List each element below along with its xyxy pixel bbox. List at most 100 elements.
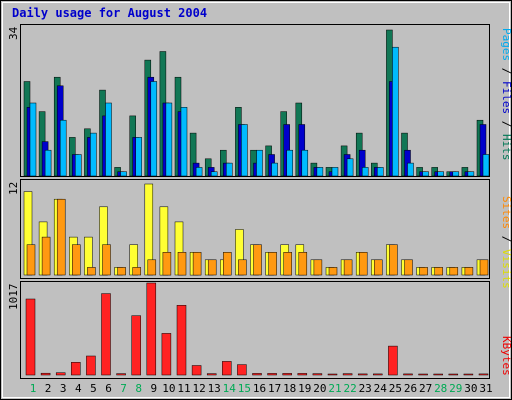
sites-bar-day-23 xyxy=(358,252,368,276)
kbytes-bar-day-10 xyxy=(161,333,172,376)
kbytes-bar-day-24 xyxy=(373,373,383,376)
kbytes-bar-day-11 xyxy=(176,305,187,376)
day-label-30: 30 xyxy=(464,382,477,395)
legend-part-0: Sites xyxy=(500,196,512,229)
day-label-5: 5 xyxy=(90,382,97,395)
day-label-27: 27 xyxy=(419,382,432,395)
kbytes-bar-day-3 xyxy=(55,372,66,376)
pages-bar-day-13 xyxy=(210,171,218,177)
sites-bar-day-17 xyxy=(268,252,277,276)
sites-bar-day-29 xyxy=(449,267,459,276)
chart-title: Daily usage for August 2004 xyxy=(12,6,207,20)
sites-bar-day-26 xyxy=(404,259,413,276)
pages-bar-day-9 xyxy=(150,81,158,177)
legend-part-0: Pages xyxy=(500,28,512,61)
pages-bar-day-29 xyxy=(452,171,460,177)
kbytes-bar-day-29 xyxy=(448,373,459,376)
pages-bar-day-11 xyxy=(180,107,188,177)
sites-bar-day-8 xyxy=(132,267,141,276)
kbytes-bar-day-15 xyxy=(237,364,247,376)
pages-bar-day-18 xyxy=(286,149,293,177)
kbytes-bar-day-16 xyxy=(252,373,262,376)
visits-legend: Sites / Visits xyxy=(500,196,512,289)
pages-bar-day-3 xyxy=(59,119,67,177)
day-label-23: 23 xyxy=(359,382,372,395)
pages-bar-day-7 xyxy=(120,171,127,177)
day-label-24: 24 xyxy=(374,382,388,395)
sites-bar-day-4 xyxy=(72,244,81,276)
sites-bar-day-9 xyxy=(147,259,157,276)
pages-bar-day-17 xyxy=(271,162,278,177)
pages-bar-day-27 xyxy=(422,171,429,177)
legend-part-1: / xyxy=(500,229,512,249)
sites-bar-day-11 xyxy=(177,252,187,276)
day-label-1: 1 xyxy=(30,382,37,395)
sites-bar-day-7 xyxy=(117,267,126,276)
day-label-12: 12 xyxy=(192,382,205,395)
kbytes-bar-day-5 xyxy=(86,355,96,376)
day-label-16: 16 xyxy=(253,382,266,395)
day-label-11: 11 xyxy=(177,382,190,395)
kbytes-bar-day-1 xyxy=(25,298,36,376)
sites-bar-day-22 xyxy=(343,259,353,276)
sites-bar-day-20 xyxy=(313,259,323,276)
pages-bar-day-2 xyxy=(44,149,52,177)
day-label-8: 8 xyxy=(135,382,142,395)
kbytes-bar-day-12 xyxy=(191,365,202,376)
pages-bar-day-30 xyxy=(467,171,475,177)
hits-panel xyxy=(20,24,490,177)
pages-bar-day-16 xyxy=(256,149,263,177)
day-label-17: 17 xyxy=(268,382,281,395)
pages-bar-day-4 xyxy=(75,154,82,177)
kbytes-y-max-label: 1017 xyxy=(7,284,20,311)
kbytes-bar-day-9 xyxy=(146,282,157,376)
pages-bar-day-21 xyxy=(331,167,339,177)
hits-files-pages-bars xyxy=(23,29,490,177)
sites-bar-day-3 xyxy=(56,198,66,276)
kbytes-bar-day-28 xyxy=(433,373,443,376)
legend-part-2: Files xyxy=(500,81,512,114)
day-label-3: 3 xyxy=(60,382,67,395)
pages-bar-day-14 xyxy=(226,162,233,177)
sites-bar-day-28 xyxy=(434,267,443,276)
kbytes-bar-day-27 xyxy=(418,373,428,376)
sites-bar-day-18 xyxy=(283,252,292,276)
day-label-2: 2 xyxy=(45,382,52,395)
kbytes-bars xyxy=(25,282,489,376)
kbytes-bar-day-23 xyxy=(357,373,368,376)
kbytes-bar-day-2 xyxy=(40,372,51,376)
pages-bar-day-31 xyxy=(482,154,490,177)
day-label-10: 10 xyxy=(162,382,175,395)
sites-bar-day-13 xyxy=(207,259,217,276)
kbytes-bar-day-18 xyxy=(282,373,292,376)
kbytes-bar-day-17 xyxy=(267,373,277,376)
pages-bar-day-25 xyxy=(392,46,399,177)
pages-bar-day-20 xyxy=(316,167,324,177)
day-label-19: 19 xyxy=(298,382,311,395)
pages-bar-day-10 xyxy=(165,102,173,177)
hits-y-max-label: 34 xyxy=(7,26,20,40)
kbytes-bar-day-25 xyxy=(388,345,398,376)
sites-bar-day-10 xyxy=(162,252,172,276)
kbytes-bar-day-20 xyxy=(312,373,323,376)
visits-y-max-label: 12 xyxy=(7,182,20,195)
day-label-18: 18 xyxy=(283,382,296,395)
pages-bar-day-5 xyxy=(90,132,97,177)
kbytes-bar-day-21 xyxy=(327,373,338,376)
pages-bar-day-8 xyxy=(135,137,142,177)
day-label-13: 13 xyxy=(208,382,221,395)
pages-bar-day-24 xyxy=(377,167,384,177)
pages-bar-day-23 xyxy=(361,167,369,177)
pages-bar-day-12 xyxy=(195,167,203,177)
hits-legend: Pages / Files / Hits xyxy=(500,28,512,161)
sites-bar-day-15 xyxy=(238,259,247,276)
pages-bar-day-22 xyxy=(346,158,354,177)
kbytes-bar-day-22 xyxy=(342,373,353,376)
kbytes-bar-day-6 xyxy=(101,293,111,376)
sites-bar-day-31 xyxy=(479,259,489,276)
day-label-7: 7 xyxy=(120,382,127,395)
day-label-15: 15 xyxy=(238,382,251,395)
sites-bar-day-12 xyxy=(192,252,202,276)
day-label-4: 4 xyxy=(75,382,82,395)
